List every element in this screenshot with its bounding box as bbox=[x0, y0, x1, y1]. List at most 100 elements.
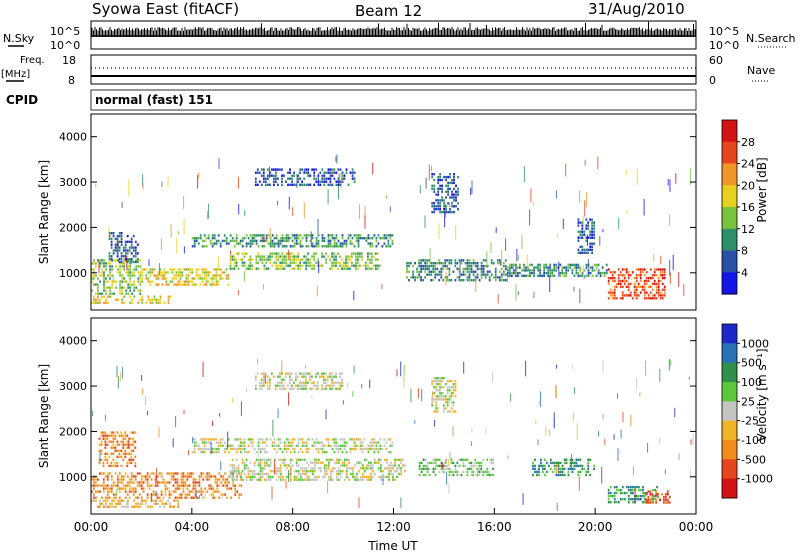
echo-cell bbox=[97, 283, 99, 286]
echo-cell bbox=[120, 455, 123, 458]
echo-cell bbox=[197, 268, 200, 271]
echo-cell bbox=[138, 493, 141, 496]
echo-cell bbox=[593, 230, 595, 233]
echo-cell bbox=[456, 473, 459, 477]
echo-cell bbox=[110, 257, 113, 261]
echo-cell bbox=[470, 467, 473, 471]
echo-cell bbox=[549, 274, 552, 277]
echo-cell bbox=[293, 381, 295, 384]
echo-cell bbox=[229, 239, 232, 243]
echo-cell bbox=[99, 292, 101, 295]
echo-cell bbox=[229, 470, 232, 473]
echo-cell bbox=[367, 264, 369, 267]
echo-cell bbox=[289, 177, 291, 180]
echo-cell bbox=[383, 438, 386, 441]
echo-cell bbox=[233, 467, 236, 470]
echo-cell bbox=[451, 193, 453, 196]
echo-cell bbox=[105, 301, 107, 304]
echo-cell bbox=[476, 262, 479, 265]
echo-cell bbox=[424, 264, 427, 268]
echo-cell bbox=[93, 484, 95, 487]
noise-streak bbox=[689, 468, 691, 479]
echo-cell bbox=[116, 478, 119, 481]
echo-cell bbox=[295, 242, 298, 245]
echo-cell bbox=[504, 267, 507, 271]
echo-cell bbox=[148, 475, 151, 478]
echo-cell bbox=[277, 264, 280, 267]
echo-cell bbox=[122, 452, 125, 455]
echo-cell bbox=[114, 464, 117, 468]
echo-cell bbox=[281, 180, 283, 183]
echo-cell bbox=[140, 481, 143, 484]
echo-cell bbox=[192, 487, 195, 490]
echo-cell bbox=[638, 485, 640, 489]
echo-cell bbox=[468, 273, 471, 276]
echo-cell bbox=[349, 234, 352, 237]
echo-cell bbox=[327, 444, 330, 447]
echo-cell bbox=[268, 387, 271, 390]
echo-cell bbox=[192, 496, 195, 499]
echo-cell bbox=[116, 455, 119, 458]
echo-cell bbox=[376, 461, 378, 464]
echo-cell bbox=[205, 271, 208, 274]
echo-cell bbox=[303, 384, 305, 387]
echo-cell bbox=[515, 271, 517, 275]
echo-cell bbox=[442, 467, 445, 471]
echo-cell bbox=[303, 478, 306, 481]
echo-cell bbox=[435, 193, 438, 196]
echo-cell bbox=[343, 174, 346, 177]
echo-cell bbox=[231, 464, 234, 467]
echo-cell bbox=[323, 475, 326, 479]
echo-cell bbox=[437, 190, 440, 193]
echo-cell bbox=[589, 245, 592, 248]
noise-streak bbox=[197, 175, 199, 189]
echo-cell bbox=[441, 187, 443, 190]
echo-cell bbox=[129, 295, 132, 298]
echo-cell bbox=[176, 472, 179, 475]
echo-cell bbox=[267, 478, 270, 481]
echo-cell bbox=[115, 505, 117, 508]
echo-cell bbox=[113, 499, 115, 502]
echo-cell bbox=[299, 264, 302, 267]
echo-cell bbox=[523, 274, 525, 277]
echo-cell bbox=[235, 261, 238, 264]
echo-cell bbox=[643, 279, 646, 283]
echo-cell bbox=[249, 234, 252, 237]
noise-streak bbox=[669, 272, 671, 284]
echo-cell bbox=[111, 259, 113, 262]
echo-cell bbox=[543, 274, 545, 277]
echo-cell bbox=[435, 395, 437, 398]
echo-cell bbox=[179, 271, 182, 274]
echo-cell bbox=[349, 267, 351, 270]
echo-cell bbox=[111, 280, 113, 283]
echo-cell bbox=[446, 279, 449, 282]
echo-cell bbox=[235, 447, 238, 451]
echo-cell bbox=[238, 496, 241, 499]
echo-cell bbox=[122, 434, 125, 437]
echo-cell bbox=[431, 175, 434, 179]
echo-cell bbox=[281, 255, 284, 258]
echo-cell bbox=[432, 270, 435, 273]
echo-cell bbox=[225, 444, 228, 447]
echo-cell bbox=[137, 505, 139, 508]
echo-cell bbox=[627, 501, 630, 504]
echo-cell bbox=[128, 487, 131, 490]
echo-cell bbox=[191, 237, 194, 240]
echo-cell bbox=[245, 478, 248, 481]
echo-cell bbox=[301, 245, 304, 248]
echo-cell bbox=[243, 461, 246, 464]
echo-cell bbox=[218, 478, 221, 481]
echo-cell bbox=[515, 263, 517, 267]
echo-cell bbox=[177, 271, 180, 274]
noise-streak bbox=[287, 249, 289, 261]
echo-cell bbox=[177, 505, 179, 508]
echo-cell bbox=[317, 467, 320, 470]
echo-cell bbox=[638, 494, 640, 498]
echo-cell bbox=[468, 270, 471, 273]
echo-cell bbox=[118, 452, 121, 455]
echo-cell bbox=[577, 251, 580, 254]
echo-cell bbox=[251, 239, 254, 243]
echo-cell bbox=[147, 271, 150, 274]
echo-cell bbox=[178, 487, 181, 490]
